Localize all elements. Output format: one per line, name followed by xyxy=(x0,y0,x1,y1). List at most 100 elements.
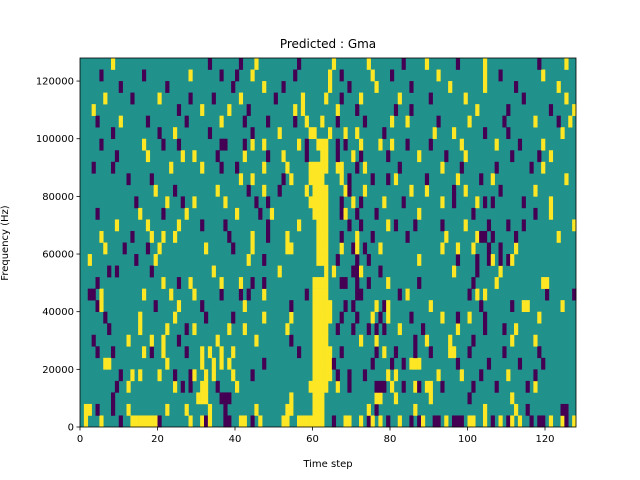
heatmap-cell xyxy=(304,115,309,128)
heatmap-cell xyxy=(238,288,244,301)
heatmap-cell xyxy=(471,207,476,220)
heatmap-cell xyxy=(498,265,503,278)
heatmap-cell xyxy=(556,81,561,93)
heatmap-cell xyxy=(262,161,267,174)
heatmap-cell xyxy=(339,92,344,105)
heatmap-cell xyxy=(459,138,464,151)
heatmap-cell xyxy=(339,207,344,220)
heatmap-cell xyxy=(173,380,178,393)
heatmap-cell xyxy=(176,334,182,347)
heatmap-cell xyxy=(448,346,453,359)
heatmap-cell xyxy=(188,92,193,105)
heatmap-cell xyxy=(390,138,395,151)
heatmap-cell xyxy=(320,219,325,232)
heatmap-cell xyxy=(455,357,461,370)
heatmap-cell xyxy=(215,184,220,197)
heatmap-cell xyxy=(339,277,344,289)
y-tick-label: 60000 xyxy=(42,250,74,261)
heatmap-cell xyxy=(335,369,340,382)
heatmap-cell xyxy=(223,415,228,428)
heatmap-cell xyxy=(161,230,166,243)
heatmap-cell xyxy=(231,369,236,382)
heatmap-cell xyxy=(192,196,197,209)
heatmap-cell xyxy=(304,150,309,163)
heatmap-cell xyxy=(548,415,554,428)
heatmap-cell xyxy=(339,196,344,209)
heatmap-cell xyxy=(316,173,321,186)
heatmap-cell xyxy=(324,92,329,105)
heatmap-cell xyxy=(200,300,205,312)
heatmap-cell xyxy=(533,369,538,382)
heatmap-cell xyxy=(374,81,379,93)
heatmap-cell xyxy=(521,92,526,105)
heatmap-cell xyxy=(537,150,542,163)
heatmap-cell xyxy=(370,357,375,370)
heatmap-cell xyxy=(176,104,182,116)
heatmap-cell xyxy=(153,184,158,197)
heatmap-cell xyxy=(277,265,282,278)
heatmap-cell xyxy=(343,415,348,428)
heatmap-cell xyxy=(312,369,317,382)
heatmap-cell xyxy=(149,415,154,428)
heatmap-cell xyxy=(483,403,488,416)
heatmap-cell xyxy=(304,184,309,197)
heatmap-cell xyxy=(316,300,321,312)
heatmap-cell xyxy=(374,392,379,405)
heatmap-cell xyxy=(564,92,569,105)
heatmap-cell xyxy=(498,254,503,266)
heatmap-cell xyxy=(312,207,317,220)
heatmap-cell xyxy=(289,334,294,347)
heatmap-cell xyxy=(452,184,457,197)
heatmap-cell xyxy=(281,150,286,163)
heatmap-cell xyxy=(490,415,495,428)
heatmap-cell xyxy=(184,323,189,336)
heatmap-cell xyxy=(99,415,104,428)
heatmap-cell xyxy=(320,392,325,405)
heatmap-cell xyxy=(382,127,387,140)
heatmap-cell xyxy=(308,196,313,209)
heatmap-cell xyxy=(390,357,395,370)
heatmap-cell xyxy=(409,184,414,197)
heatmap-cell xyxy=(386,369,391,382)
heatmap-cell xyxy=(246,184,251,197)
heatmap-cell xyxy=(502,323,507,336)
heatmap-cell xyxy=(417,277,422,289)
heatmap-cell xyxy=(343,277,348,289)
heatmap-cell xyxy=(200,415,205,428)
heatmap-cell xyxy=(548,150,554,163)
heatmap-cell xyxy=(436,69,441,82)
heatmap-cell xyxy=(200,392,205,405)
heatmap-cell xyxy=(475,288,480,301)
heatmap-cell xyxy=(153,300,158,312)
heatmap-cell xyxy=(405,115,410,128)
heatmap-cell xyxy=(180,380,185,393)
heatmap-cell xyxy=(467,415,472,428)
heatmap-cell xyxy=(176,138,182,151)
heatmap-cell xyxy=(149,346,154,359)
heatmap-cell xyxy=(401,58,406,70)
heatmap-cell xyxy=(316,311,321,324)
heatmap-cell xyxy=(204,311,209,324)
heatmap-cell xyxy=(304,138,309,151)
heatmap-cell xyxy=(436,369,441,382)
heatmap-cell xyxy=(258,415,263,428)
heatmap-cell xyxy=(227,230,232,243)
heatmap-cell xyxy=(533,115,538,128)
heatmap-cell xyxy=(114,219,120,232)
heatmap-cell xyxy=(227,323,232,336)
heatmap-cell xyxy=(564,403,569,416)
heatmap-cell xyxy=(545,277,550,289)
heatmap-cell xyxy=(262,138,267,151)
heatmap-cell xyxy=(130,369,135,382)
heatmap-cell xyxy=(130,230,135,243)
heatmap-cell xyxy=(316,392,321,405)
heatmap-cell xyxy=(417,380,422,393)
heatmap-cell xyxy=(320,369,325,382)
heatmap-cell xyxy=(324,184,329,197)
heatmap-cell xyxy=(153,254,158,266)
heatmap-cell xyxy=(417,207,422,220)
heatmap-cell xyxy=(343,207,348,220)
heatmap-cell xyxy=(281,81,286,93)
heatmap-cell xyxy=(386,173,391,186)
heatmap-cell xyxy=(235,380,240,393)
